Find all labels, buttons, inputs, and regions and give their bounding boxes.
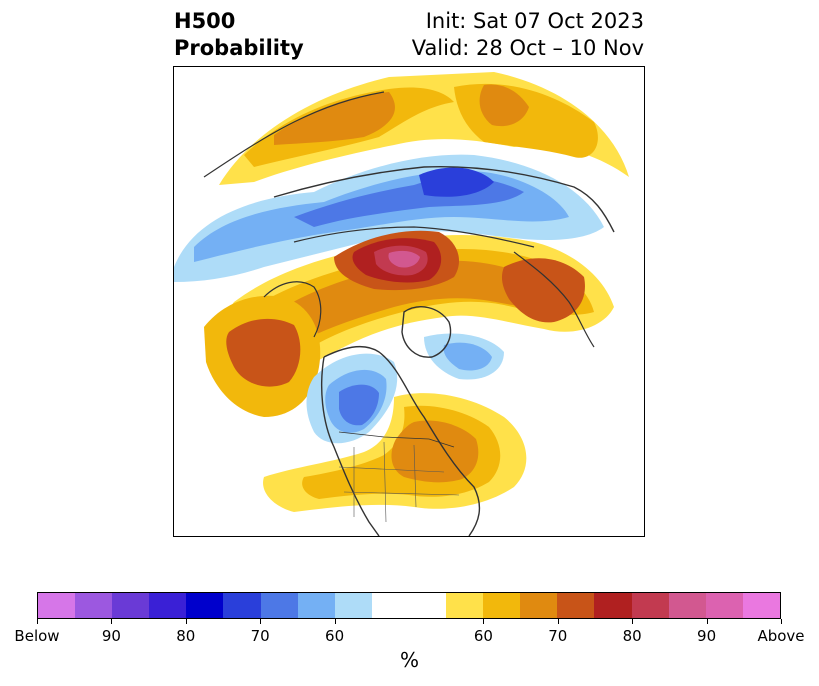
boundary-us-canada xyxy=(338,431,455,448)
polar-map xyxy=(174,67,644,536)
colorbar-tick-label: 90 xyxy=(697,627,717,645)
anomaly-above-pacific-core xyxy=(226,318,301,387)
colorbar-swatch xyxy=(594,593,632,618)
colorbar-swatch xyxy=(260,593,298,618)
colorbar-tick xyxy=(557,619,559,624)
anomaly-above-ne-core xyxy=(479,84,529,127)
colorbar-swatch xyxy=(223,593,261,618)
colorbar-swatch xyxy=(334,593,372,618)
colorbar-swatch xyxy=(446,593,484,618)
colorbar-tick-label: 60 xyxy=(473,627,493,645)
colorbar-tick xyxy=(632,619,634,624)
coastline-north-america xyxy=(323,345,481,536)
colorbar-tick-label: 60 xyxy=(325,627,345,645)
title-left: H500 Probability xyxy=(174,8,304,62)
colorbar-swatch xyxy=(631,593,669,618)
colorbar-tick xyxy=(111,619,113,624)
colorbar-swatch xyxy=(38,593,76,618)
colorbar-tick-label: 70 xyxy=(250,627,270,645)
colorbar-tick xyxy=(185,619,187,624)
title-right: Init: Sat 07 Oct 2023 Valid: 28 Oct – 10… xyxy=(412,8,644,62)
anomaly-above-scandinavia xyxy=(501,258,585,323)
colorbar-tick xyxy=(781,619,782,624)
colorbar-tick xyxy=(37,619,38,624)
anomaly-above-canada-70 xyxy=(267,260,574,347)
boundary-states xyxy=(338,441,460,523)
colorbar-swatch xyxy=(520,593,558,618)
anomaly-above-canada-99 xyxy=(388,250,420,268)
coastline-europe xyxy=(513,251,595,348)
valid-range: Valid: 28 Oct – 10 Nov xyxy=(411,36,644,60)
init-date: Init: Sat 07 Oct 2023 xyxy=(425,9,644,33)
colorbar-tick-label: Above xyxy=(757,627,805,645)
colorbar-tick xyxy=(260,619,262,624)
coastline-pacific xyxy=(320,356,380,536)
colorbar-swatch xyxy=(75,593,113,618)
map-panel xyxy=(173,66,645,537)
coastline-asia-east xyxy=(203,91,385,178)
coastline-eurasia xyxy=(273,165,615,233)
colorbar-swatch xyxy=(483,593,521,618)
colorbar-tick-label: 80 xyxy=(176,627,196,645)
colorbar-swatch xyxy=(186,593,224,618)
colorbar-tick-label: 90 xyxy=(101,627,121,645)
coastline-alaska xyxy=(263,281,322,338)
colorbar-swatch xyxy=(705,593,743,618)
anomaly-below-arctic-80 xyxy=(419,167,494,197)
title-product: Probability xyxy=(174,36,304,60)
anomaly-above-north-core2 xyxy=(274,92,395,145)
anomaly-below-west-70 xyxy=(339,384,379,426)
colorbar-unit: % xyxy=(399,648,419,672)
colorbar-tick xyxy=(483,619,485,624)
colorbar-tick-label: 70 xyxy=(548,627,568,645)
colorbar-tick-label: 80 xyxy=(622,627,642,645)
colorbar xyxy=(37,592,781,619)
colorbar-swatch xyxy=(557,593,595,618)
colorbar-swatch xyxy=(149,593,187,618)
colorbar-ticks: Below 90 80 70 60 60 70 80 90 Above xyxy=(14,619,805,649)
anomaly-below-atlantic-60 xyxy=(443,342,492,371)
coastline-greenland xyxy=(401,306,452,358)
colorbar-tick xyxy=(706,619,708,624)
colorbar-swatch xyxy=(742,593,780,618)
colorbar-tick xyxy=(334,619,336,624)
coastline-arctic xyxy=(293,226,535,248)
colorbar-swatch xyxy=(668,593,706,618)
title-field: H500 xyxy=(174,9,236,33)
colorbar-swatch xyxy=(112,593,150,618)
colorbar-tick-label: Below xyxy=(14,627,60,645)
colorbar-swatch xyxy=(297,593,335,618)
colorbar-swatch xyxy=(371,593,447,618)
